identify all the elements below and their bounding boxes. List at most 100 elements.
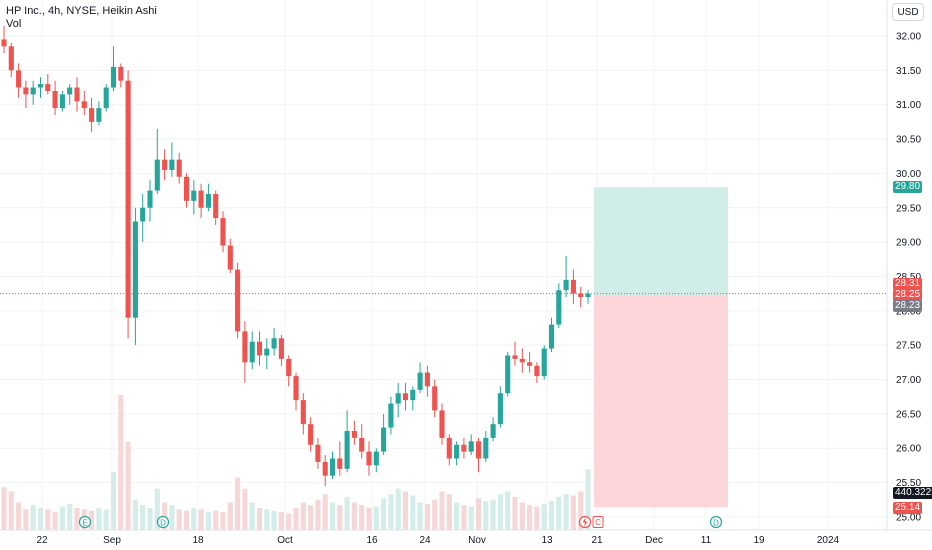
volume-bar: [96, 507, 102, 530]
volume-bar: [351, 502, 357, 530]
event-letter: E: [82, 519, 87, 528]
volume-bar: [169, 505, 175, 530]
volume-bar: [548, 501, 555, 530]
volume-bar: [359, 505, 365, 530]
time-tick-label: 16: [366, 535, 378, 546]
candle-body: [315, 444, 321, 462]
candle-body: [205, 194, 211, 208]
volume-bar: [570, 495, 576, 530]
price-tick-label: 30.00: [896, 169, 921, 180]
candle-body: [417, 372, 423, 390]
candle-body: [373, 451, 379, 466]
dividend-marker-icon[interactable]: D: [156, 515, 170, 529]
volume-bar: [556, 496, 562, 530]
earnings-marker-icon[interactable]: E: [78, 515, 92, 529]
candle-body: [140, 207, 146, 222]
dividend-marker-icon[interactable]: D: [709, 515, 723, 529]
time-tick-label: 18: [192, 535, 204, 546]
candle-body: [67, 87, 73, 95]
time-tick-label: 13: [541, 535, 553, 546]
volume-bar: [300, 502, 306, 530]
candle-body: [497, 393, 503, 425]
price-tick-label: 29.00: [896, 238, 921, 249]
calendar-marker-icon[interactable]: C: [592, 516, 604, 528]
volume-bar: [125, 441, 131, 530]
candle-body: [74, 87, 80, 102]
time-tick-label: 11: [701, 535, 712, 546]
candle-body: [30, 87, 36, 95]
volume-bars: [1, 395, 591, 530]
volume-bar: [315, 499, 321, 530]
volume-bar: [278, 512, 284, 530]
candle-body: [483, 437, 489, 459]
candle-body: [37, 84, 44, 88]
candle-body: [293, 376, 299, 401]
candle-body: [96, 108, 102, 122]
candle-body: [570, 279, 576, 294]
volume-bar: [381, 498, 387, 530]
volume-bar: [30, 505, 36, 530]
profit-zone[interactable]: [594, 187, 728, 295]
candle-body: [264, 348, 270, 356]
volume-bar: [213, 510, 219, 530]
candle-body: [8, 46, 14, 71]
candle-body: [388, 403, 394, 428]
volume-tag: 440.322K: [893, 487, 932, 499]
candle-body: [359, 437, 365, 452]
volume-bar: [59, 506, 65, 530]
volume-bar: [344, 496, 350, 530]
candle-body: [191, 190, 197, 201]
candle-body: [512, 355, 518, 359]
candlestick-series: [1, 25, 591, 486]
volume-bar: [395, 488, 401, 530]
volume-bar: [118, 395, 124, 530]
volume-bar: [512, 496, 518, 530]
loss-zone[interactable]: [594, 294, 728, 508]
volume-bar: [461, 505, 467, 530]
candle-body: [256, 341, 263, 356]
volume-bar: [132, 499, 138, 530]
candle-body: [16, 70, 22, 88]
candle-body: [519, 358, 525, 363]
candle-body: [23, 87, 29, 95]
candle-body: [351, 431, 357, 438]
volume-bar: [176, 509, 182, 530]
candle-body: [475, 441, 482, 459]
price-tick-label: 25.50: [896, 478, 921, 489]
high-price-tag: 28.31: [893, 278, 923, 290]
candle-body: [118, 66, 124, 81]
candle-body: [242, 331, 248, 363]
candle-body: [220, 218, 226, 246]
volume-bar: [227, 502, 233, 530]
time-tick-label: 21: [591, 535, 603, 546]
volume-bar: [585, 469, 591, 530]
lightning-marker-icon[interactable]: [578, 515, 592, 529]
currency-button[interactable]: USD: [892, 3, 924, 21]
volume-bar: [329, 502, 336, 530]
candle-body: [271, 338, 277, 349]
candle-body: [300, 400, 306, 425]
volume-bar: [103, 509, 109, 530]
chart-header: HP Inc., 4h, NYSE, Heikin Ashi Vol: [6, 5, 157, 31]
stop-price-tag: 25.14: [893, 502, 923, 514]
candle-body: [395, 393, 401, 404]
volume-bar: [563, 494, 569, 530]
entry-price-tag: 28.23: [893, 300, 923, 312]
long-position-tool: [594, 187, 728, 508]
volume-bar: [388, 494, 394, 530]
candle-body: [490, 424, 496, 438]
symbol-title[interactable]: HP Inc., 4h, NYSE, Heikin Ashi: [6, 5, 157, 17]
candle-body: [132, 221, 138, 318]
candle-body: [344, 431, 350, 469]
volume-bar: [468, 506, 474, 530]
volume-bar: [23, 509, 29, 530]
candle-body: [278, 338, 284, 359]
volume-bar: [541, 503, 547, 530]
volume-bar: [308, 505, 314, 530]
time-tick-label: Sep: [103, 535, 121, 546]
candle-body: [81, 101, 87, 109]
volume-bar: [52, 512, 58, 530]
candle-body: [45, 84, 51, 91]
volume-legend[interactable]: Vol: [6, 18, 22, 30]
